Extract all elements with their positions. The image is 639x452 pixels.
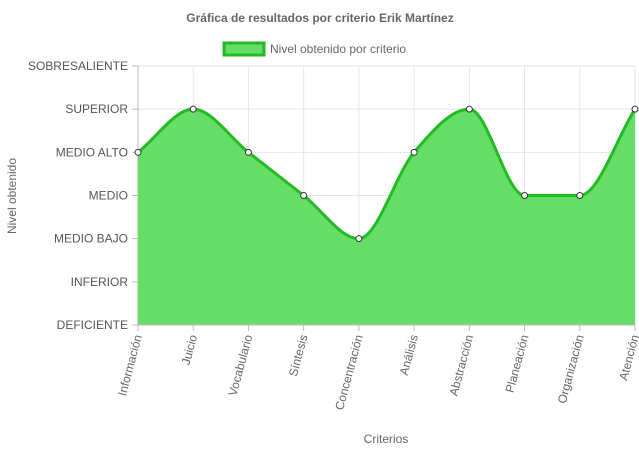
x-axis-title: Criterios	[364, 432, 409, 446]
chart-title: Gráfica de resultados por criterio Erik …	[186, 11, 453, 25]
area-series	[137, 107, 637, 326]
x-tick-label: Planeación	[503, 333, 532, 394]
data-point	[355, 235, 363, 243]
legend-label: Nivel obtenido por criterio	[270, 42, 406, 56]
data-point	[521, 192, 529, 199]
data-point	[134, 148, 142, 156]
data-points	[134, 105, 639, 243]
data-point	[300, 192, 308, 199]
y-tick-label: MEDIO BAJO	[54, 232, 128, 246]
data-point	[576, 192, 584, 199]
area-fill	[138, 109, 635, 326]
x-tick-label: Información	[115, 333, 145, 397]
data-point	[631, 105, 639, 113]
x-tick-label: Síntesis	[286, 333, 311, 378]
data-point	[410, 148, 418, 156]
y-tick-labels: DEFICIENTE INFERIOR MEDIO BAJO MEDIO MEDIO A…	[28, 59, 128, 332]
legend[interactable]: Nivel obtenido por criterio	[222, 41, 406, 57]
legend-swatch	[222, 41, 266, 57]
x-tick-label: Juicio	[179, 333, 201, 367]
y-tick-label: MEDIO ALTO	[56, 145, 128, 159]
y-axis-title: Nivel obtenido	[5, 158, 19, 234]
x-tick-label: Abstracción	[446, 333, 476, 397]
x-tick-labels: Información Juicio Vocabulario Síntesis Conc…	[115, 333, 639, 412]
data-point	[465, 105, 473, 113]
data-point	[189, 105, 197, 113]
series-line	[137, 107, 637, 241]
x-tick-label: Organización	[555, 333, 587, 405]
y-tick-label: INFERIOR	[71, 275, 129, 289]
x-tick-label: Atención	[616, 333, 639, 382]
y-tick-label: MEDIO	[89, 189, 128, 203]
y-tick-label: SUPERIOR	[65, 102, 128, 116]
y-tick-label: DEFICIENTE	[57, 318, 128, 332]
x-tick-label: Vocabulario	[226, 333, 256, 398]
data-point	[244, 148, 252, 156]
x-tick-label: Análisis	[397, 333, 421, 377]
x-tick-label: Concentración	[332, 333, 366, 411]
y-tick-label: SOBRESALIENTE	[28, 59, 128, 73]
